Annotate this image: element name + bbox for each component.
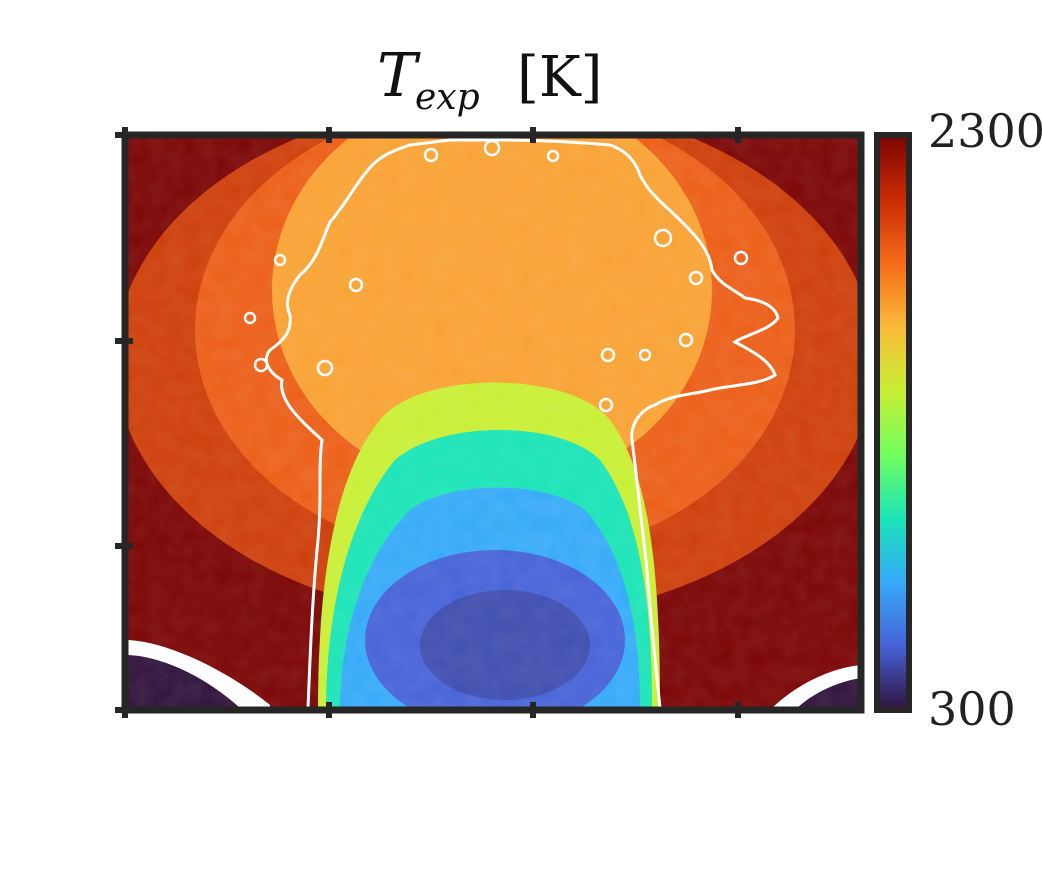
- colorbar-min-label: 300: [928, 682, 1016, 736]
- chart-title: T exp [K]: [371, 40, 611, 130]
- contour-islands: [243, 139, 749, 413]
- colorbar: [874, 132, 912, 713]
- heatmap-field: [125, 135, 861, 710]
- axis-ticks: [115, 127, 741, 718]
- colorbar-max-label: 2300: [928, 104, 1042, 158]
- plot-frame: [121, 131, 865, 714]
- title-unit: [K]: [517, 45, 603, 110]
- title-symbol: T: [377, 41, 418, 111]
- texture-overlay: [125, 135, 861, 710]
- flame-contour: [265, 138, 780, 709]
- title-subscript: exp: [415, 77, 480, 118]
